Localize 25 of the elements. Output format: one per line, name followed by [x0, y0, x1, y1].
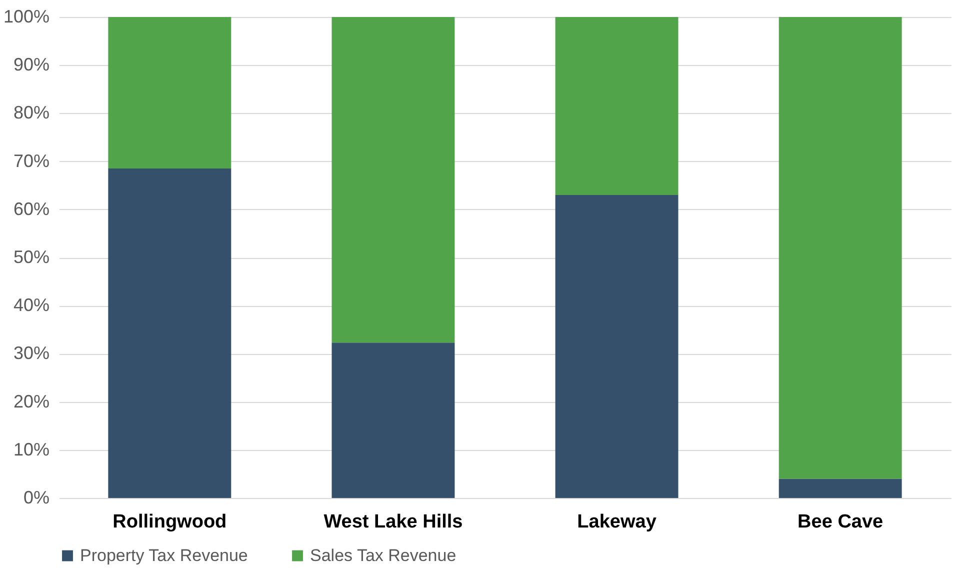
bar: [778, 478, 902, 498]
y-tick-label: 10%: [13, 439, 50, 460]
x-tick-label: Lakeway: [577, 512, 657, 532]
y-tick-label: 60%: [13, 198, 50, 219]
x-tick-label: West Lake Hills: [324, 512, 463, 532]
x-tick-label: Bee Cave: [798, 512, 884, 532]
bar: [778, 17, 902, 479]
y-tick-label: 100%: [3, 6, 50, 26]
y-tick-label: 90%: [13, 54, 50, 75]
y-tick-label: 70%: [13, 150, 50, 171]
y-tick-label: 20%: [13, 391, 50, 412]
y-tick-label: 30%: [13, 343, 50, 364]
bar: [555, 194, 678, 498]
y-tick-label: 80%: [13, 102, 50, 123]
bar: [108, 168, 232, 498]
y-tick-label: 50%: [13, 247, 50, 267]
y-tick-label: 0%: [23, 488, 50, 508]
y-tick-label: 40%: [13, 295, 50, 316]
bar: [332, 17, 455, 343]
legend-label: Sales Tax Revenue: [310, 546, 456, 565]
x-tick-label: Rollingwood: [112, 512, 227, 532]
bar: [108, 17, 232, 169]
bar: [555, 17, 678, 195]
bar: [332, 342, 455, 498]
legend-label: Property Tax Revenue: [80, 546, 248, 565]
